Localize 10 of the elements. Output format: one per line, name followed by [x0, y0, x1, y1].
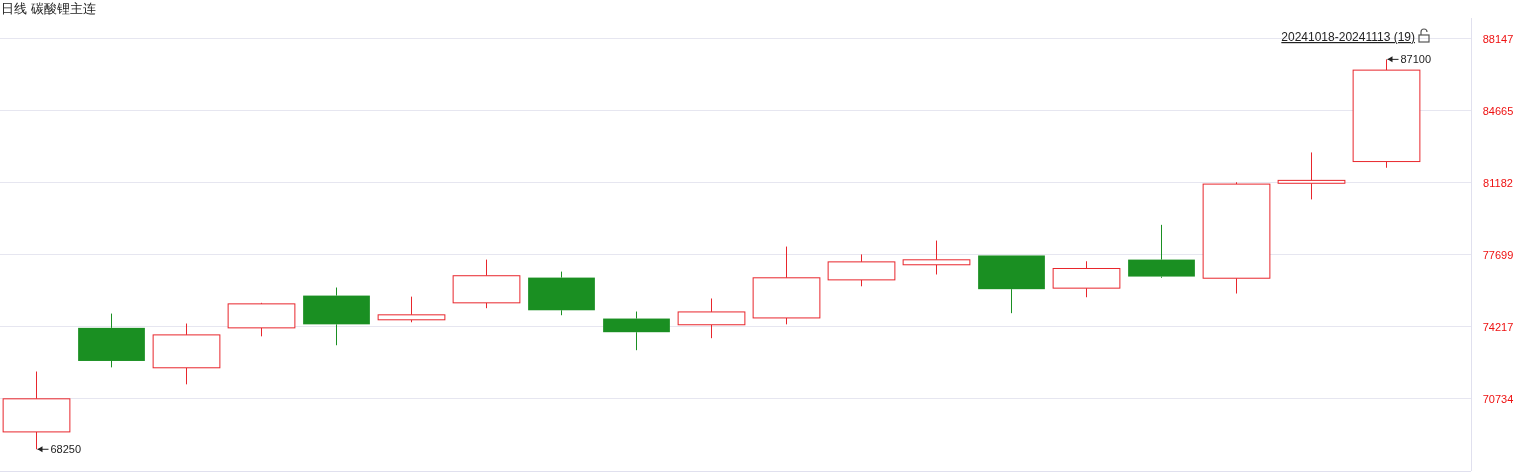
y-tick-label: 88147 [1482, 32, 1514, 45]
annotation: 20241018-20241113 (19) [1281, 30, 1415, 44]
y-tick-label: 74217 [1482, 320, 1514, 333]
annotation: 68250 [50, 443, 82, 456]
y-tick-label: 81182 [1483, 176, 1513, 189]
annotation: 87100 [1400, 53, 1432, 66]
chart-title: 日线 碳酸锂主连 [1, 1, 96, 16]
y-tick-label: 84665 [1482, 104, 1514, 117]
y-tick-label: 70734 [1482, 392, 1514, 405]
y-tick-label: 77699 [1482, 248, 1514, 261]
